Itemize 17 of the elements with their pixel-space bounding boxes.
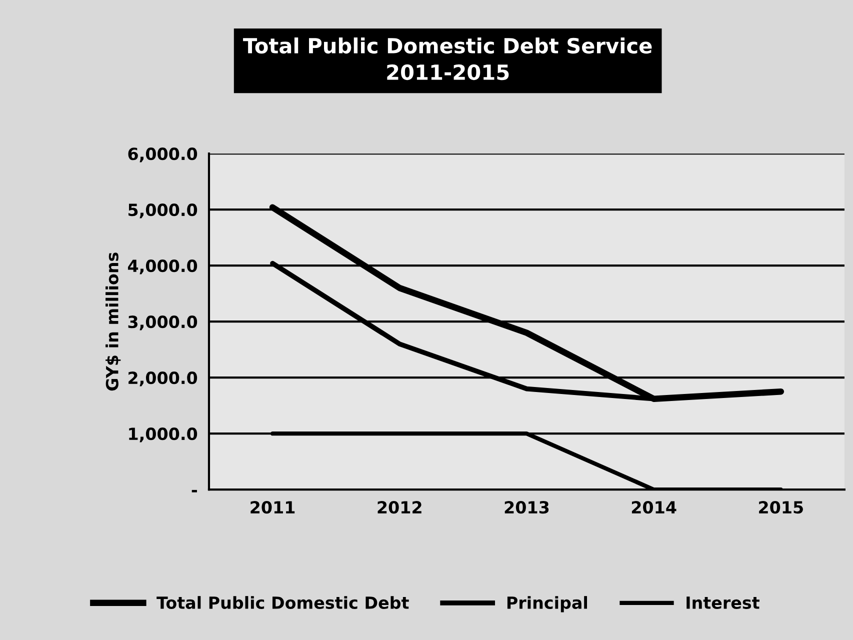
legend-label: Total Public Domestic Debt [156,596,409,609]
x-tick-label: 2011 [250,501,295,514]
x-tick-label: 2013 [504,501,549,514]
legend-label: Principal [507,596,588,612]
y-tick-label: 4,000.0 [128,260,198,274]
y-tick-label: 2,000.0 [128,372,198,386]
y-axis-title: GY$ in millions [106,252,121,391]
chart-title: Total Public Domestic Debt Service 2011-2015 [243,37,652,80]
y-tick-label: 5,000.0 [128,204,198,218]
y-tick-label: - [192,490,197,492]
x-tick-label: 2014 [632,501,676,514]
x-tick-label: 2015 [759,501,803,514]
y-tick-label: 1,000.0 [129,428,198,442]
y-tick-label: 6,000.0 [128,148,198,162]
y-tick-label: 3,000.0 [128,316,198,330]
x-tick-label: 2012 [378,501,422,514]
legend-label: Interest [686,596,760,609]
